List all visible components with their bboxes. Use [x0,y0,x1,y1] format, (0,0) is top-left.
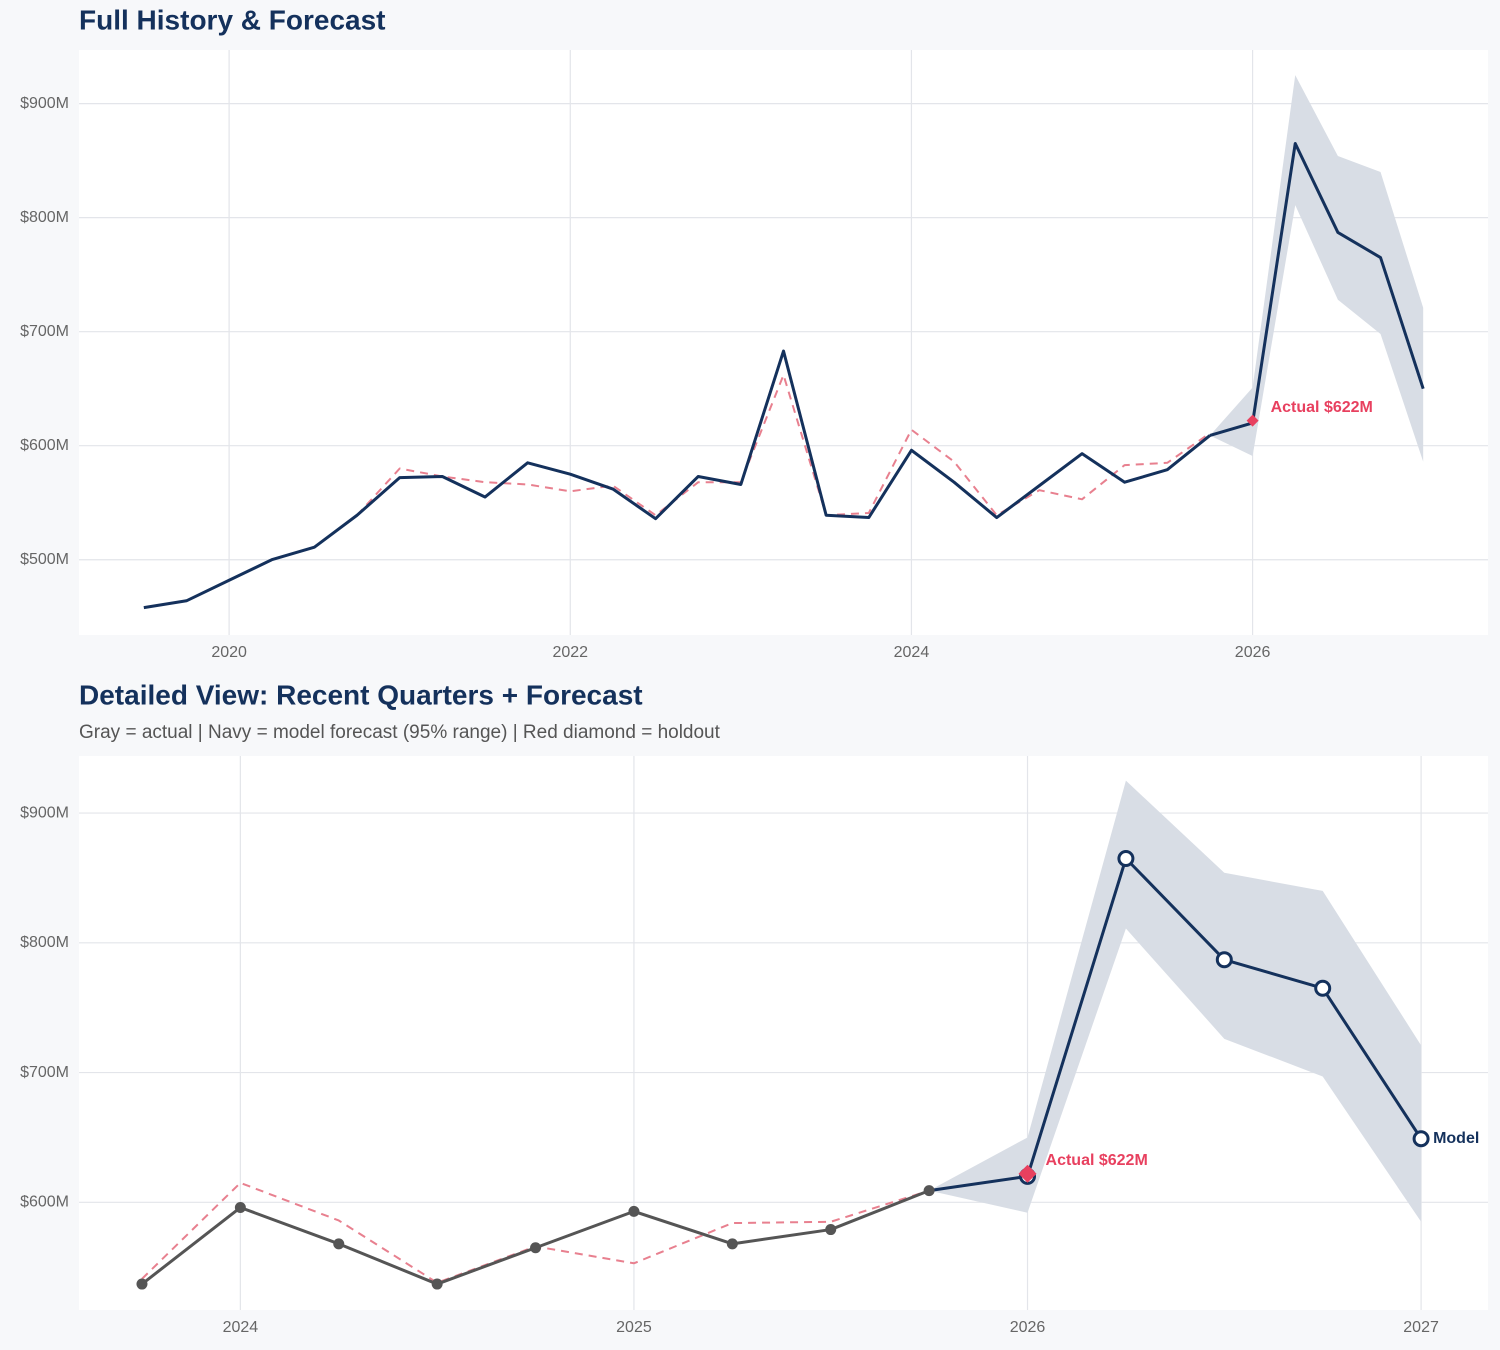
data-point [136,1278,148,1290]
chart-title: Full History & Forecast [79,4,386,35]
y-tick-label: $600M [20,437,69,454]
fitted-line [356,374,1211,517]
data-point [530,1242,542,1254]
y-tick-label: $900M [20,804,69,821]
data-point [1117,849,1135,867]
data-point [1412,1130,1430,1148]
y-tick-label: $900M [20,95,69,112]
data-point [431,1278,443,1290]
y-tick-label: $600M [20,1194,69,1211]
holdout-marker [1018,1164,1037,1183]
data-point [628,1205,640,1217]
series-line [1209,142,1425,437]
series-label: Model [1433,1130,1479,1147]
data-point [923,1185,935,1197]
x-tick-label: 2027 [1403,1319,1439,1336]
x-tick-label: 2022 [552,644,588,661]
x-tick-label: 2020 [211,644,247,661]
data-point [1314,979,1332,997]
data-point [726,1238,738,1250]
holdout-label: Actual $622M [1046,1152,1148,1169]
y-tick-label: $700M [20,323,69,340]
y-tick-label: $800M [20,209,69,226]
chart-subtitle: Gray = actual | Navy = model forecast (9… [79,722,721,743]
chart-title: Detailed View: Recent Quarters + Forecas… [79,679,643,710]
x-tick-label: 2025 [616,1319,652,1336]
holdout-marker [1246,414,1259,427]
data-point [1215,951,1233,969]
x-tick-label: 2024 [894,644,930,661]
series-line [143,349,1211,610]
y-tick-label: $700M [20,1064,69,1081]
holdout-label: Actual $622M [1271,399,1373,416]
x-tick-label: 2026 [1235,644,1271,661]
y-tick-label: $500M [20,551,69,568]
data-point [234,1202,246,1214]
y-tick-label: $800M [20,934,69,951]
data-point [825,1224,837,1236]
x-tick-label: 2026 [1010,1319,1046,1336]
forecast-band [1209,75,1424,462]
data-point [333,1238,345,1250]
x-tick-label: 2024 [223,1319,259,1336]
plot-area [79,50,1488,635]
forecast-band [929,780,1422,1222]
series-line [928,856,1423,1193]
